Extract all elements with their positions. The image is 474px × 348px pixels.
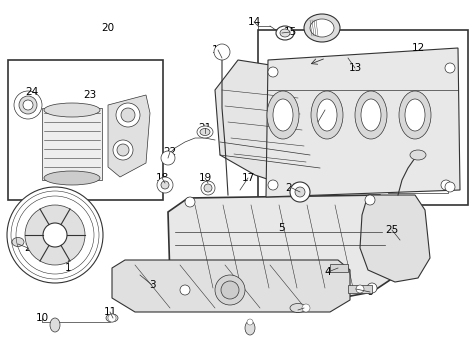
Ellipse shape — [405, 99, 425, 131]
Ellipse shape — [310, 19, 334, 37]
Circle shape — [7, 187, 103, 283]
Circle shape — [221, 281, 239, 299]
Circle shape — [204, 184, 212, 192]
Circle shape — [268, 180, 278, 190]
Circle shape — [441, 180, 451, 190]
Text: 9: 9 — [295, 305, 301, 315]
Circle shape — [367, 283, 377, 293]
Bar — [388, 177, 448, 193]
Circle shape — [214, 44, 230, 60]
Text: 10: 10 — [36, 313, 48, 323]
Circle shape — [108, 314, 116, 322]
Bar — [8, 60, 163, 200]
Circle shape — [295, 187, 305, 197]
Circle shape — [180, 285, 190, 295]
Text: 26: 26 — [285, 183, 299, 193]
Bar — [330, 264, 348, 272]
Ellipse shape — [399, 91, 431, 139]
Ellipse shape — [290, 303, 306, 313]
Ellipse shape — [44, 103, 100, 117]
Ellipse shape — [247, 319, 253, 325]
Polygon shape — [108, 95, 150, 177]
Ellipse shape — [304, 14, 340, 42]
Circle shape — [268, 67, 278, 77]
Circle shape — [302, 304, 310, 312]
Text: 6: 6 — [367, 287, 374, 297]
Text: 7: 7 — [315, 117, 321, 127]
Circle shape — [365, 195, 375, 205]
Ellipse shape — [355, 91, 387, 139]
Text: 17: 17 — [241, 173, 255, 183]
Ellipse shape — [12, 237, 24, 246]
Text: 1: 1 — [64, 263, 71, 273]
Ellipse shape — [280, 29, 290, 37]
Circle shape — [23, 100, 33, 110]
Text: 8: 8 — [245, 325, 251, 335]
Polygon shape — [215, 60, 340, 185]
Ellipse shape — [50, 318, 60, 332]
Text: 14: 14 — [247, 17, 261, 27]
Text: 4: 4 — [325, 267, 331, 277]
Polygon shape — [360, 195, 430, 282]
Ellipse shape — [311, 91, 343, 139]
Text: 16: 16 — [211, 45, 225, 55]
Circle shape — [356, 285, 364, 293]
Text: 20: 20 — [101, 23, 115, 33]
Circle shape — [161, 181, 169, 189]
Text: 21: 21 — [199, 123, 211, 133]
Ellipse shape — [317, 99, 337, 131]
Ellipse shape — [106, 314, 118, 322]
Ellipse shape — [245, 321, 255, 335]
Ellipse shape — [267, 91, 299, 139]
Text: 12: 12 — [411, 43, 425, 53]
Text: 13: 13 — [348, 63, 362, 73]
Text: 18: 18 — [155, 173, 169, 183]
Text: 22: 22 — [164, 147, 177, 157]
Polygon shape — [112, 260, 350, 312]
Text: 5: 5 — [279, 223, 285, 233]
Ellipse shape — [361, 99, 381, 131]
Bar — [348, 285, 372, 293]
Bar — [258, 30, 468, 205]
Text: 15: 15 — [283, 27, 297, 37]
Circle shape — [215, 275, 245, 305]
Ellipse shape — [410, 150, 426, 160]
Circle shape — [201, 181, 215, 195]
Circle shape — [445, 63, 455, 73]
Ellipse shape — [276, 26, 294, 40]
Circle shape — [290, 182, 310, 202]
Circle shape — [121, 108, 135, 122]
Text: 2: 2 — [25, 243, 31, 253]
Text: 3: 3 — [149, 280, 155, 290]
Circle shape — [117, 144, 129, 156]
Circle shape — [185, 197, 195, 207]
Circle shape — [14, 91, 42, 119]
Text: 24: 24 — [26, 87, 38, 97]
Polygon shape — [266, 48, 460, 197]
Circle shape — [116, 103, 140, 127]
Ellipse shape — [200, 128, 210, 135]
Polygon shape — [168, 195, 390, 298]
Ellipse shape — [273, 99, 293, 131]
Text: 11: 11 — [103, 307, 117, 317]
Ellipse shape — [44, 171, 100, 185]
Text: 25: 25 — [385, 225, 399, 235]
Circle shape — [19, 96, 37, 114]
Ellipse shape — [197, 126, 213, 138]
Text: 19: 19 — [199, 173, 211, 183]
Circle shape — [113, 140, 133, 160]
Circle shape — [445, 182, 455, 192]
Text: 23: 23 — [83, 90, 97, 100]
Circle shape — [43, 223, 67, 247]
Bar — [42, 108, 102, 180]
Circle shape — [25, 205, 85, 265]
Circle shape — [161, 151, 175, 165]
Circle shape — [157, 177, 173, 193]
